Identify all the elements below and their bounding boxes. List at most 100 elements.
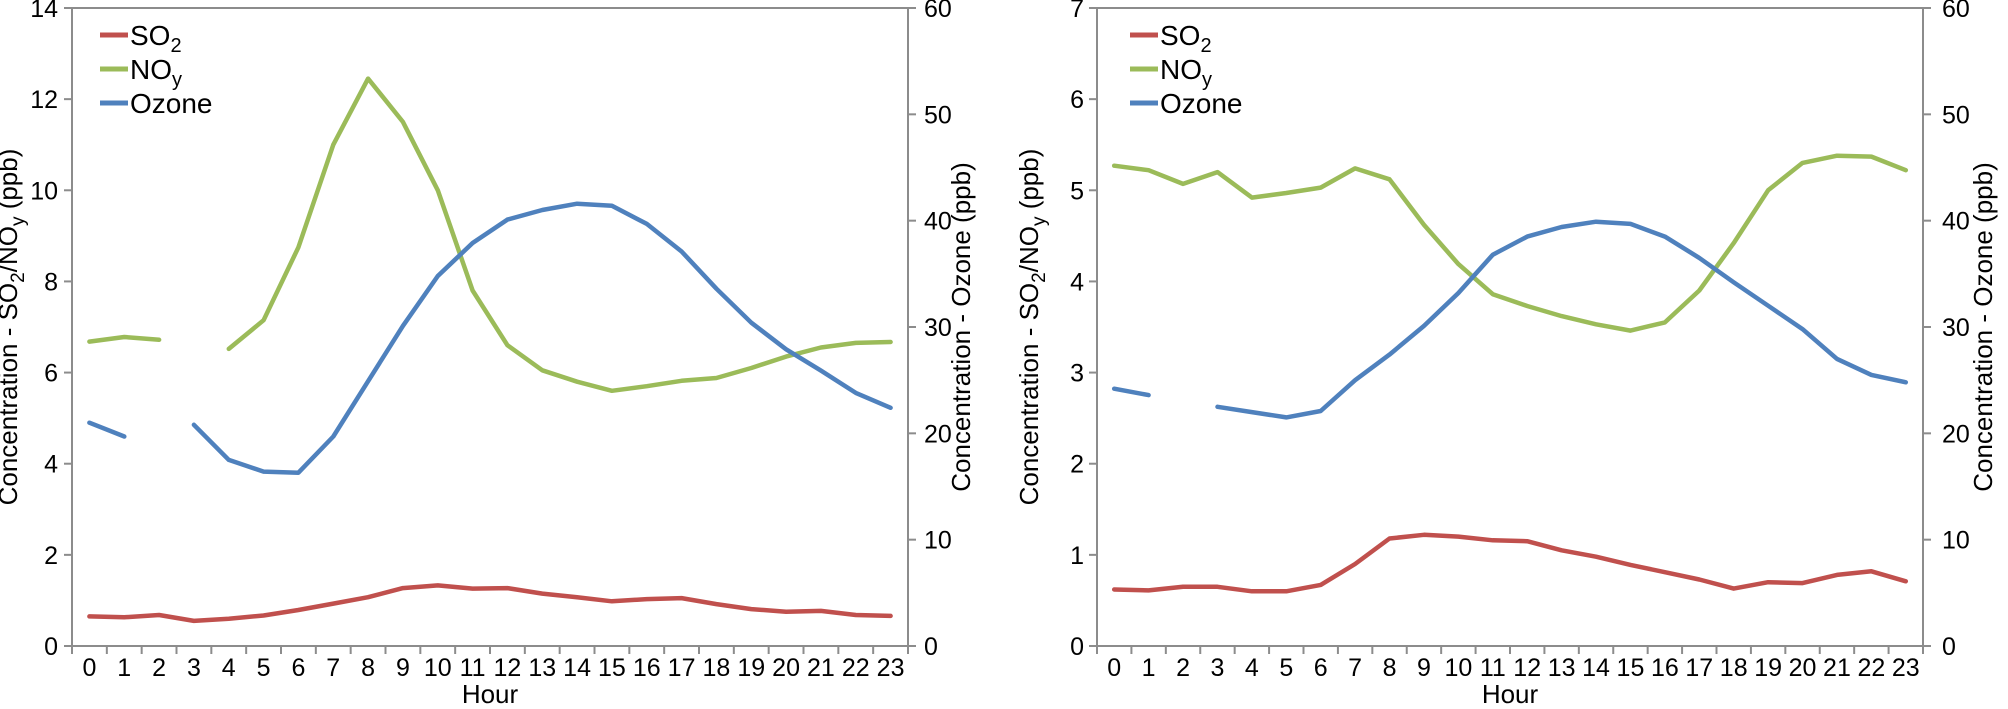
series-line-noy [87,76,893,394]
x-tick-label: 7 [1348,654,1362,682]
y-left-tick-label: 14 [30,0,58,23]
legend-label-so2: SO2 [130,20,182,57]
x-tick-label: 21 [807,654,835,682]
x-tick-label: 10 [1444,654,1472,682]
y-left-tick-label: 0 [1070,633,1084,661]
x-tick-label: 6 [291,654,305,682]
x-tick-label: 13 [1548,654,1576,682]
x-tick-label: 4 [222,654,236,682]
x-tick-label: 16 [1651,654,1679,682]
y-left-axis-title: Concentration - SO2/NOy (ppb) [0,149,29,506]
x-tick-label: 6 [1314,654,1328,682]
y-left-tick-label: 4 [1070,268,1084,296]
y-left-tick-label: 6 [1070,86,1084,114]
x-tick-label: 18 [703,654,731,682]
y-right-tick-label: 10 [924,527,952,555]
x-tick-label: 12 [494,654,522,682]
y-left-axis-title: Concentration - SO2/NOy (ppb) [1014,149,1050,506]
x-tick-label: 11 [1480,654,1506,682]
x-tick-label: 22 [1857,654,1885,682]
y-left-tick-label: 6 [44,360,58,388]
x-tick-label: 3 [1211,654,1225,682]
x-tick-label: 16 [633,654,661,682]
series-line-ozone [1111,219,1909,420]
x-tick-label: 1 [117,654,131,682]
y-right-tick-label: 10 [1942,527,1970,555]
x-tick-label: 17 [668,654,696,682]
x-tick-label: 17 [1685,654,1713,682]
series-line-noy [1111,153,1909,333]
y-right-tick-label: 40 [1942,208,1970,236]
x-tick-label: 9 [396,654,410,682]
x-axis-title: Hour [462,679,519,709]
x-axis-title: Hour [1482,679,1539,709]
x-tick-label: 5 [1279,654,1293,682]
legend-label-noy: NOy [1160,54,1212,91]
y-right-tick-label: 20 [1942,420,1970,448]
x-tick-label: 9 [1417,654,1431,682]
x-tick-label: 15 [1617,654,1645,682]
y-left-tick-label: 2 [44,542,58,570]
x-tick-label: 20 [772,654,800,682]
x-tick-label: 11 [460,654,486,682]
legend-label-ozone: Ozone [1160,88,1243,119]
series-line-ozone [87,201,893,475]
x-tick-label: 4 [1245,654,1259,682]
legend-label-so2: SO2 [1160,20,1212,57]
y-left-tick-label: 2 [1070,451,1084,479]
y-left-tick-label: 0 [44,633,58,661]
x-tick-label: 18 [1720,654,1748,682]
legend-label-noy: NOy [130,54,182,91]
y-left-tick-label: 4 [44,451,58,479]
x-tick-label: 20 [1789,654,1817,682]
y-left-tick-label: 12 [30,86,58,114]
y-right-tick-label: 30 [924,314,952,342]
x-tick-label: 13 [528,654,556,682]
x-tick-label: 7 [326,654,340,682]
x-tick-label: 19 [737,654,765,682]
y-right-tick-label: 0 [1942,633,1956,661]
x-tick-label: 2 [1176,654,1190,682]
x-tick-label: 21 [1823,654,1851,682]
x-tick-label: 23 [877,654,905,682]
x-tick-label: 23 [1892,654,1920,682]
x-tick-label: 2 [152,654,166,682]
x-tick-label: 8 [361,654,375,682]
y-left-tick-label: 8 [44,268,58,296]
x-tick-label: 0 [82,654,96,682]
x-tick-label: 0 [1107,654,1121,682]
series-line-so2 [1111,532,1909,594]
y-left-tick-label: 3 [1070,360,1084,388]
series-line-so2 [87,583,893,624]
x-tick-label: 10 [424,654,452,682]
x-tick-label: 12 [1513,654,1541,682]
x-tick-label: 3 [187,654,201,682]
y-left-tick-label: 1 [1070,542,1084,570]
x-tick-label: 15 [598,654,626,682]
y-right-tick-label: 20 [924,420,952,448]
y-left-tick-label: 10 [30,177,58,205]
x-tick-label: 5 [257,654,271,682]
y-right-tick-label: 40 [924,208,952,236]
x-tick-label: 8 [1383,654,1397,682]
y-right-tick-label: 50 [924,101,952,129]
legend-label-ozone: Ozone [130,88,213,119]
x-tick-label: 1 [1142,654,1156,682]
y-left-tick-label: 7 [1070,0,1084,23]
y-right-axis-title: Concentration - Ozone (ppb) [1968,162,1998,492]
y-right-tick-label: 30 [1942,314,1970,342]
x-tick-label: 22 [842,654,870,682]
x-tick-label: 14 [1582,654,1610,682]
y-right-tick-label: 60 [924,0,952,23]
y-right-tick-label: 60 [1942,0,1970,23]
x-tick-label: 19 [1754,654,1782,682]
x-tick-label: 14 [563,654,591,682]
y-right-tick-label: 50 [1942,101,1970,129]
y-right-axis-title: Concentration - Ozone (ppb) [946,162,976,492]
